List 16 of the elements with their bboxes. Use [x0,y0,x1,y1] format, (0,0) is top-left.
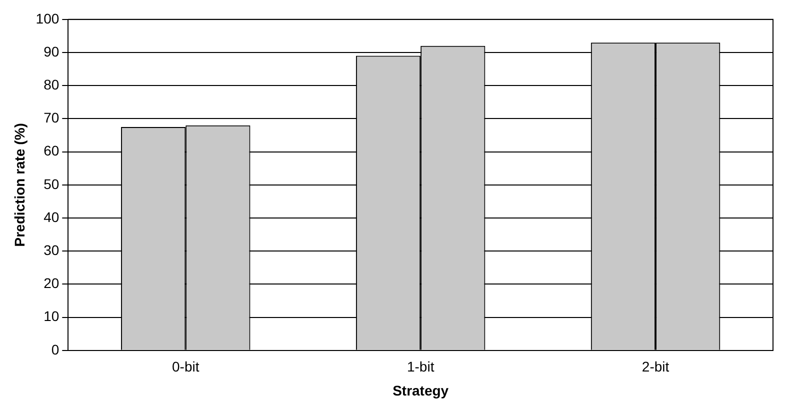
y-tick-label: 40 [44,208,60,225]
y-tick-label: 100 [36,10,60,26]
y-tick-label: 70 [44,110,60,126]
y-axis-title: Prediction rate (%) [11,123,28,247]
y-tick-label: 20 [44,275,60,292]
y-tick-label: 90 [44,43,60,60]
x-tick-label: 2-bit [642,358,670,375]
x-tick-label: 0-bit [172,358,200,375]
y-tick-label: 0 [51,341,60,358]
x-axis-title: Strategy [392,382,449,398]
y-tick-label: 10 [44,308,60,324]
y-tick-label: 50 [44,176,60,192]
y-tick-label: 60 [44,142,60,159]
y-tick-label: 80 [44,76,60,92]
y-tick-label: 30 [44,242,60,258]
x-tick-label: 1-bit [406,358,434,375]
